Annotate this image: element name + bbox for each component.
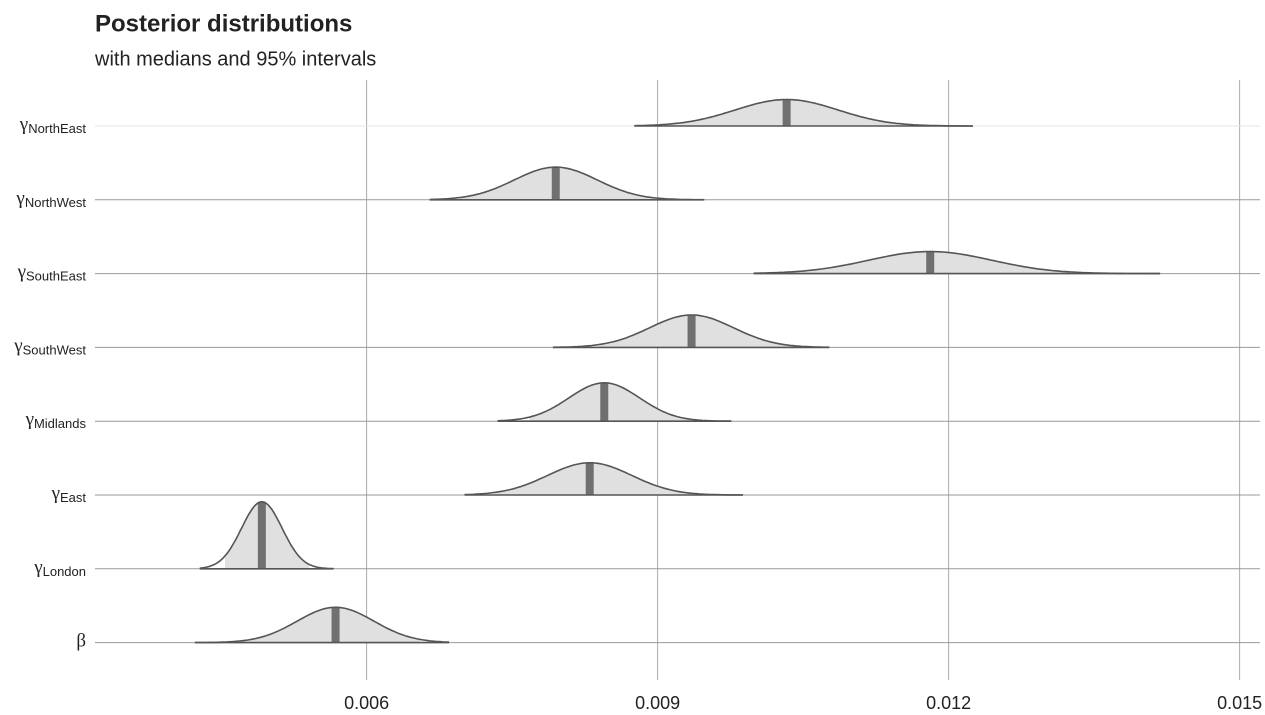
- label-symbol: γ: [33, 557, 42, 578]
- label-symbol: γ: [13, 336, 22, 357]
- label-symbol: γ: [25, 410, 34, 431]
- x-tick-label: 0.012: [926, 693, 971, 713]
- median-bar: [585, 462, 594, 495]
- y-tick-label: β: [76, 631, 86, 652]
- density-curve: [634, 98, 973, 127]
- label-subscript: East: [60, 490, 86, 505]
- y-tick-label: γNorthEast: [19, 114, 87, 136]
- median-bar: [257, 501, 266, 569]
- density-curve: [464, 461, 744, 496]
- median-bar: [926, 251, 935, 274]
- x-tick-label: 0.006: [344, 693, 389, 713]
- x-tick-label: 0.009: [635, 693, 680, 713]
- interval-area: [224, 501, 310, 569]
- interval-area: [784, 251, 1092, 274]
- label-subscript: SouthWest: [23, 343, 87, 358]
- density-curve: [552, 314, 830, 349]
- interval-area: [664, 99, 921, 126]
- interval-area: [599, 315, 797, 348]
- y-tick-label: γEast: [51, 483, 87, 505]
- y-tick-label: γLondon: [33, 557, 86, 579]
- label-subscript: NorthWest: [25, 195, 87, 210]
- label-symbol: γ: [15, 188, 24, 209]
- interval-area: [494, 462, 700, 495]
- chart-subtitle: with medians and 95% intervals: [94, 48, 376, 70]
- label-symbol: γ: [19, 114, 28, 135]
- median-bar: [687, 314, 696, 348]
- median-bar: [331, 607, 340, 643]
- median-bar: [600, 382, 609, 422]
- y-tick-label: γSouthWest: [13, 336, 86, 358]
- y-tick-label: γMidlands: [25, 410, 87, 432]
- chart-title: Posterior distributions: [95, 10, 352, 37]
- density-curve: [497, 381, 732, 422]
- label-subscript: SouthEast: [26, 269, 86, 284]
- median-bar: [782, 99, 791, 126]
- interval-area: [234, 607, 420, 643]
- density-curve: [429, 166, 705, 201]
- y-tick-label: γSouthEast: [17, 262, 87, 284]
- label-subscript: NorthEast: [28, 121, 86, 136]
- y-tick-label: γNorthWest: [15, 188, 86, 210]
- label-symbol: γ: [17, 262, 26, 283]
- x-tick-label: 0.015: [1217, 693, 1262, 713]
- label-symbol: γ: [51, 483, 60, 504]
- interval-area: [529, 382, 700, 422]
- label-subscript: London: [43, 564, 86, 579]
- median-bar: [551, 167, 560, 200]
- density-curve: [199, 500, 334, 570]
- label-symbol: β: [76, 631, 86, 652]
- label-subscript: Midlands: [34, 417, 87, 432]
- density-curve: [194, 606, 450, 644]
